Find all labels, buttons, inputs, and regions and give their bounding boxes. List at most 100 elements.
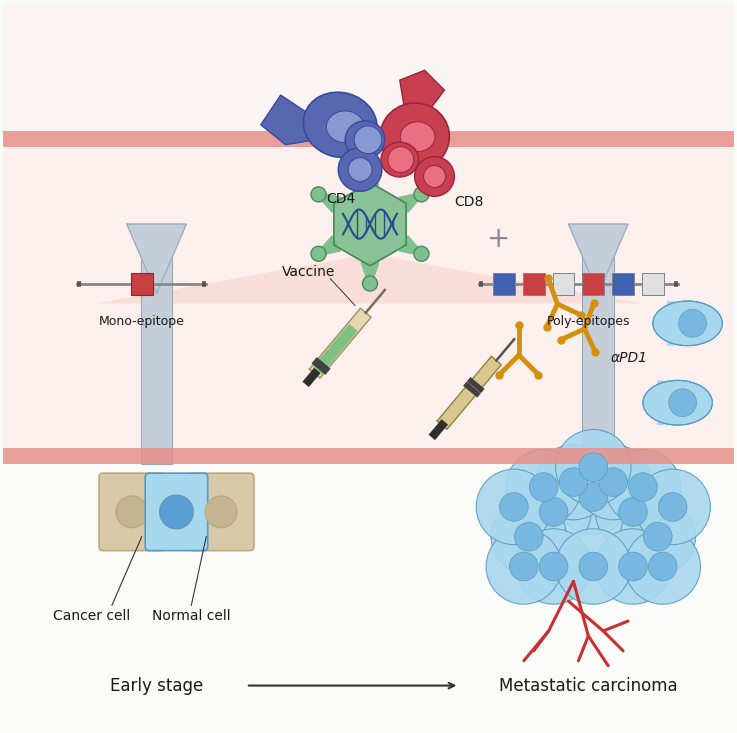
Circle shape: [605, 449, 681, 525]
Circle shape: [556, 430, 631, 505]
Circle shape: [625, 528, 700, 604]
Text: Mono-epitope: Mono-epitope: [99, 315, 185, 328]
Circle shape: [579, 453, 607, 482]
Circle shape: [486, 528, 562, 604]
Bar: [642, 273, 664, 295]
Circle shape: [618, 552, 647, 581]
Circle shape: [576, 444, 651, 520]
Ellipse shape: [643, 380, 713, 425]
Circle shape: [629, 473, 657, 501]
Text: +: +: [487, 225, 511, 253]
Polygon shape: [568, 224, 628, 293]
Circle shape: [116, 496, 147, 528]
Ellipse shape: [326, 111, 364, 143]
Bar: [523, 273, 545, 295]
Bar: [582, 273, 604, 295]
Text: CD8: CD8: [454, 195, 483, 209]
Polygon shape: [314, 236, 340, 257]
Circle shape: [354, 126, 382, 154]
Circle shape: [658, 493, 687, 521]
Polygon shape: [127, 224, 186, 293]
Bar: [582, 224, 614, 464]
Bar: [493, 273, 515, 295]
Circle shape: [516, 474, 591, 550]
Circle shape: [598, 468, 627, 496]
Circle shape: [509, 552, 538, 581]
Circle shape: [556, 460, 631, 534]
Circle shape: [338, 147, 382, 191]
Polygon shape: [310, 309, 371, 378]
Text: CD4: CD4: [326, 192, 355, 206]
Polygon shape: [399, 70, 444, 110]
FancyBboxPatch shape: [189, 474, 254, 550]
Circle shape: [424, 166, 445, 188]
Bar: [3, 3, 734, 130]
Bar: [553, 273, 574, 295]
Circle shape: [536, 444, 611, 520]
Polygon shape: [334, 183, 406, 266]
Text: Poly-epitopes: Poly-epitopes: [547, 315, 630, 328]
Circle shape: [539, 498, 568, 526]
Circle shape: [579, 482, 607, 512]
Circle shape: [414, 246, 429, 261]
Bar: [3, 130, 734, 147]
Circle shape: [579, 552, 607, 581]
Ellipse shape: [653, 301, 722, 346]
Circle shape: [668, 388, 696, 416]
Circle shape: [205, 496, 237, 528]
Polygon shape: [668, 301, 697, 345]
Polygon shape: [361, 160, 379, 185]
Bar: [141, 224, 172, 464]
Polygon shape: [437, 356, 501, 430]
Bar: [612, 273, 634, 295]
Ellipse shape: [381, 142, 419, 177]
Polygon shape: [658, 381, 688, 424]
Circle shape: [363, 276, 377, 291]
Circle shape: [516, 528, 591, 604]
FancyBboxPatch shape: [99, 474, 164, 550]
Circle shape: [559, 468, 588, 496]
Circle shape: [476, 469, 551, 545]
Circle shape: [311, 187, 326, 202]
Circle shape: [514, 523, 543, 551]
Circle shape: [595, 528, 671, 604]
Ellipse shape: [345, 121, 385, 158]
Circle shape: [556, 528, 631, 604]
Circle shape: [529, 473, 558, 501]
Polygon shape: [314, 325, 357, 373]
Ellipse shape: [304, 92, 377, 158]
Circle shape: [388, 147, 413, 172]
Circle shape: [414, 187, 429, 202]
Text: Metastatic carcinoma: Metastatic carcinoma: [499, 677, 677, 695]
Polygon shape: [314, 192, 340, 213]
Circle shape: [506, 449, 581, 525]
Polygon shape: [97, 254, 643, 303]
Bar: [3, 130, 734, 449]
Circle shape: [348, 158, 372, 181]
Text: Early stage: Early stage: [110, 677, 203, 695]
Bar: [130, 273, 153, 295]
Polygon shape: [399, 236, 426, 257]
Text: Cancer cell: Cancer cell: [54, 609, 130, 623]
Circle shape: [500, 493, 528, 521]
Ellipse shape: [380, 103, 450, 171]
Circle shape: [649, 552, 677, 581]
Circle shape: [539, 552, 568, 581]
Circle shape: [643, 523, 672, 551]
Circle shape: [595, 474, 671, 550]
Text: Vaccine: Vaccine: [282, 265, 335, 279]
Circle shape: [363, 157, 377, 172]
Circle shape: [679, 309, 707, 337]
Circle shape: [620, 499, 696, 575]
Circle shape: [311, 246, 326, 261]
Circle shape: [415, 157, 454, 196]
Polygon shape: [361, 262, 379, 289]
Circle shape: [160, 495, 193, 528]
Circle shape: [618, 498, 647, 526]
FancyBboxPatch shape: [145, 474, 208, 550]
Polygon shape: [399, 192, 426, 213]
Circle shape: [491, 499, 567, 575]
Text: Normal cell: Normal cell: [152, 609, 231, 623]
Ellipse shape: [400, 122, 435, 152]
Circle shape: [635, 469, 710, 545]
